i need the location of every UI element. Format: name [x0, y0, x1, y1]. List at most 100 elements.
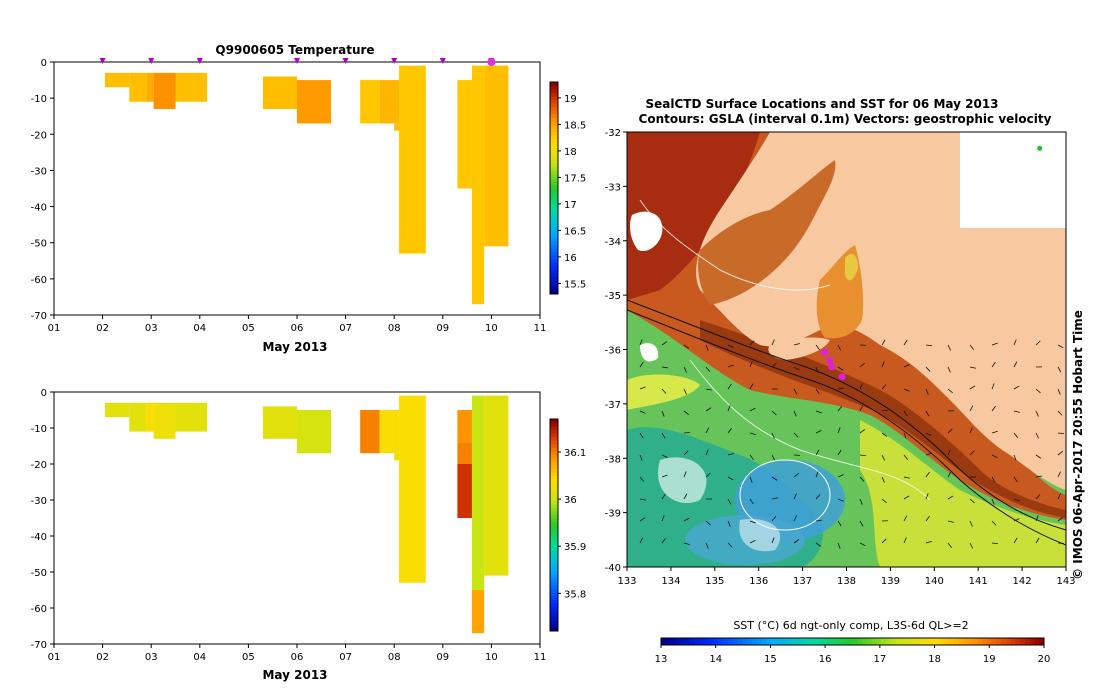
velocity-vector	[837, 427, 841, 434]
x-tick-label: 10	[485, 323, 498, 334]
colorbar-segment	[550, 269, 558, 274]
velocity-vector	[881, 339, 886, 346]
velocity-vector	[639, 339, 643, 346]
sst-colorbar-tick-label: 15	[764, 654, 777, 665]
y-tick-label: -30	[31, 166, 47, 177]
velocity-vector	[991, 342, 998, 346]
sst-colorbar-segment	[675, 638, 681, 645]
velocity-vector	[991, 454, 998, 459]
x-tick-label: 10	[485, 652, 498, 663]
lat-tick-label: -40	[605, 563, 621, 574]
colorbar-segment	[550, 117, 558, 122]
colorbar-segment	[550, 532, 558, 537]
sst-colorbar-segment	[795, 638, 801, 645]
velocity-vector	[903, 495, 910, 500]
colorbar-segment	[550, 556, 558, 561]
colorbar-segment	[550, 159, 558, 164]
velocity-vector	[661, 432, 666, 439]
lat-tick-label: -35	[605, 291, 621, 302]
colorbar-tick-label: 35.8	[564, 589, 586, 600]
colorbar-segment	[550, 475, 558, 480]
sst-colorbar-segment	[704, 638, 710, 645]
colorbar-segment	[550, 113, 558, 118]
velocity-vector	[749, 520, 756, 524]
velocity-vector	[815, 388, 820, 395]
sst-colorbar-segment	[723, 638, 729, 645]
colorbar-segment	[550, 496, 558, 501]
velocity-vector	[903, 515, 908, 522]
colorbar-segment	[550, 103, 558, 108]
velocity-vector	[837, 474, 844, 478]
colorbar-segment	[550, 539, 558, 544]
colorbar-segment	[550, 440, 558, 445]
sst-colorbar-segment	[818, 638, 825, 645]
velocity-vector	[683, 410, 689, 416]
colorbar-segment	[550, 89, 558, 94]
velocity-vector	[837, 406, 843, 412]
velocity-vector	[837, 520, 842, 527]
lat-tick-label: -32	[605, 128, 621, 139]
data-cell-2	[146, 72, 154, 102]
colorbar-segment	[550, 588, 558, 593]
velocity-vector	[793, 388, 798, 395]
y-tick-label: -50	[31, 568, 47, 579]
colorbar-segment	[550, 581, 558, 586]
sst-colorbar-segment	[881, 638, 887, 645]
sst-colorbar-segment	[747, 638, 753, 645]
colorbar-segment	[550, 599, 558, 604]
velocity-vector	[1013, 410, 1020, 413]
colorbar-segment	[550, 145, 558, 150]
lon-tick-label: 139	[881, 576, 900, 587]
velocity-vector	[1035, 494, 1041, 500]
other-location	[1037, 145, 1043, 151]
y-tick-label: -20	[31, 130, 47, 141]
cloud-gap-2	[640, 343, 659, 362]
velocity-vector	[991, 383, 995, 390]
sst-colorbar-segment	[661, 638, 667, 645]
colorbar-segment	[550, 623, 558, 628]
velocity-vector	[793, 493, 797, 500]
temperature-colorbar: 15.5 16 16.5 17 17.5 18 18.5 19	[549, 81, 586, 295]
velocity-vector	[749, 540, 756, 544]
sst-colorbar-segment	[914, 638, 921, 645]
velocity-vector	[881, 361, 885, 368]
colorbar-segment	[550, 616, 558, 621]
colorbar-frame	[549, 418, 559, 632]
velocity-vector	[859, 429, 866, 434]
sst-colorbar-segment	[814, 638, 820, 645]
x-tick-label: 09	[436, 323, 449, 334]
temperature-x-ticks: 01 02 03 04 05 06 07 08 09 10 11	[48, 315, 546, 334]
colorbar-segment	[550, 613, 558, 618]
colorbar-segment	[550, 173, 558, 178]
sst-colorbar-segment	[957, 638, 964, 645]
velocity-vector	[991, 430, 998, 434]
velocity-vector	[947, 449, 951, 456]
sst-colorbar-segment	[976, 638, 983, 645]
sst-colorbar-segment	[680, 638, 686, 645]
velocity-vector	[639, 410, 646, 414]
velocity-vector	[727, 453, 734, 456]
lon-tick-label: 141	[969, 576, 988, 587]
sst-colorbar-segment	[1029, 638, 1035, 645]
velocity-vector	[771, 497, 778, 500]
colorbar-segment	[550, 503, 558, 508]
colorbar-segment	[550, 156, 558, 161]
y-tick-label: -30	[31, 496, 47, 507]
velocity-vector	[683, 366, 687, 373]
velocity-vector	[661, 474, 668, 478]
velocity-vector	[969, 385, 976, 390]
profile-marker-day-4	[196, 58, 203, 64]
temperature-cells	[105, 65, 509, 305]
data-cell-8	[379, 80, 400, 124]
sst-colorbar-segment	[857, 638, 863, 645]
colorbar-tick-label: 36.1	[564, 448, 586, 459]
y-tick-label: -20	[31, 460, 47, 471]
x-tick-label: 08	[388, 323, 401, 334]
lat-tick-label: -37	[605, 400, 621, 411]
velocity-vector	[947, 366, 951, 373]
y-tick-label: -70	[31, 311, 47, 322]
colorbar-segment	[550, 514, 558, 519]
velocity-vector	[837, 344, 842, 351]
velocity-vector	[815, 519, 822, 522]
velocity-vector	[705, 542, 709, 549]
